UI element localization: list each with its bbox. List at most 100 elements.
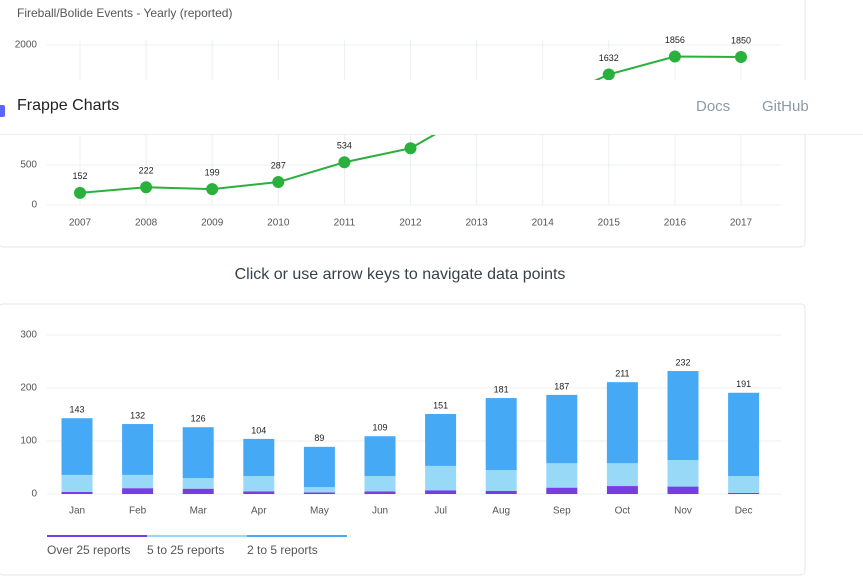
nav-link[interactable]: GitHub — [762, 98, 809, 115]
x-tick-label: Nov — [674, 506, 692, 517]
bar-segment — [667, 486, 699, 494]
y-tick-label: 500 — [20, 160, 37, 171]
logo — [0, 105, 5, 117]
total-label: 89 — [314, 433, 324, 443]
point — [74, 186, 86, 199]
point — [602, 68, 615, 81]
brand[interactable]: Frappe Charts — [17, 97, 120, 114]
bar-segment — [606, 463, 638, 487]
x-tick-label: Sep — [553, 506, 571, 517]
x-tick-label: 2014 — [532, 218, 555, 229]
data-label: 287 — [271, 160, 286, 170]
bar-segment — [485, 398, 517, 471]
total-label: 151 — [433, 400, 448, 410]
point — [668, 50, 681, 63]
data-label: 1850 — [731, 35, 751, 45]
nav-link[interactable]: Docs — [696, 98, 731, 115]
y-tick-label: 0 — [31, 489, 37, 500]
y-tick-label: 0 — [31, 200, 37, 211]
bar-segment — [728, 392, 760, 476]
bar-segment — [303, 492, 335, 494]
x-tick-label: 2011 — [334, 218, 356, 229]
point — [272, 176, 285, 189]
total-label: 191 — [736, 379, 751, 389]
total-label: 126 — [191, 414, 206, 424]
bar-segment — [364, 491, 396, 494]
x-tick-label: 2009 — [201, 218, 224, 229]
hint: Click or use arrow keys to navigate data… — [234, 266, 566, 283]
bar-segment — [546, 463, 578, 488]
total-label: 104 — [251, 425, 266, 435]
chart-title: Fireball/Bolide Events - Yearly (reporte… — [17, 6, 232, 20]
x-tick-label: 2015 — [598, 218, 621, 229]
bar-segment — [182, 478, 214, 489]
bar-segment — [606, 486, 638, 494]
total-label: 211 — [615, 369, 629, 379]
x-tick-label: Aug — [492, 506, 510, 517]
x-tick-label: Oct — [615, 506, 631, 517]
bar-segment — [61, 491, 93, 494]
point — [338, 156, 351, 169]
x-tick-label: Dec — [735, 506, 753, 517]
total-label: 232 — [675, 357, 690, 367]
point — [735, 51, 747, 63]
bar-segment — [606, 382, 638, 464]
x-tick-label: 2007 — [69, 218, 92, 229]
bar-segment — [485, 470, 517, 491]
x-tick-label: 2016 — [664, 218, 687, 229]
legend-label: Over 25 reports — [47, 543, 130, 557]
bar-segment — [485, 490, 517, 494]
bar-segment — [546, 394, 578, 464]
y-tick-label: 2000 — [15, 40, 38, 51]
bar-segment — [425, 413, 457, 466]
total-label: 143 — [69, 405, 84, 415]
y-tick-label: 100 — [20, 436, 37, 447]
total-label: 132 — [130, 410, 145, 420]
point — [140, 181, 153, 194]
data-label: 1632 — [599, 53, 619, 63]
y-tick-label: 300 — [20, 330, 37, 341]
x-tick-label: Jan — [69, 506, 85, 517]
x-tick-label: 2012 — [399, 218, 422, 229]
bar-segment — [122, 474, 154, 489]
x-tick-label: 2008 — [135, 218, 158, 229]
x-tick-label: Feb — [129, 506, 147, 517]
bar-segment — [728, 475, 760, 493]
x-tick-label: 2010 — [267, 218, 290, 229]
bar-segment — [303, 446, 335, 488]
bar-segment — [122, 424, 154, 475]
bar-segment — [182, 488, 214, 494]
total-label: 109 — [372, 423, 387, 433]
bar-segment — [425, 490, 457, 494]
x-tick-label: Jul — [434, 506, 447, 517]
bar-segment — [243, 475, 275, 492]
x-tick-label: Apr — [251, 506, 267, 517]
bar-segment — [122, 488, 154, 494]
x-tick-label: Mar — [190, 506, 208, 517]
bar-segment — [425, 465, 457, 491]
card — [0, 303, 806, 576]
bar-segment — [667, 371, 699, 461]
data-label: 222 — [139, 166, 154, 176]
legend-label: 5 to 25 reports — [147, 543, 224, 557]
bar-segment — [61, 474, 93, 492]
data-label: 152 — [72, 171, 87, 181]
bar-segment — [303, 487, 335, 493]
total-label: 187 — [554, 381, 569, 391]
x-tick-label: 2017 — [730, 218, 753, 229]
point — [404, 142, 417, 155]
bar-segment — [61, 418, 93, 475]
data-label: 534 — [337, 141, 352, 151]
bar-segment — [667, 460, 699, 487]
x-tick-label: Jun — [372, 506, 388, 517]
x-tick-label: May — [310, 506, 329, 517]
data-label: 1856 — [665, 35, 685, 45]
bar-segment — [243, 491, 275, 494]
bar-segment — [546, 487, 578, 494]
y-tick-label: 200 — [20, 383, 37, 394]
point — [206, 183, 219, 196]
bar-segment — [364, 436, 396, 476]
total-label: 181 — [494, 384, 509, 394]
